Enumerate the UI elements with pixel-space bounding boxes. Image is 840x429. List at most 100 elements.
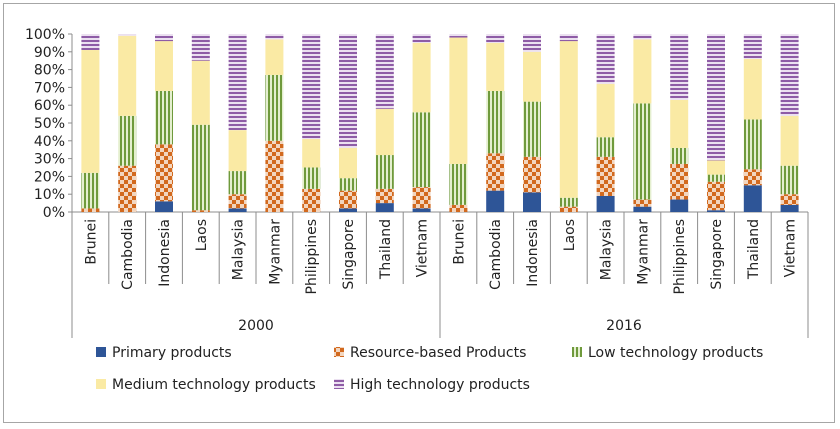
bar-medium-technology-products-2000-vietnam: [412, 42, 431, 113]
bar-medium-technology-products-2016-malaysia: [596, 83, 615, 138]
bar-resource-based-products-2016-myanmar: [633, 199, 652, 207]
category-label: Malaysia: [599, 219, 615, 280]
category-label: Vietnam: [783, 219, 799, 277]
legend-item-medium-technology-products: Medium technology products: [96, 377, 316, 393]
bar-resource-based-products-2016-philippines: [670, 163, 689, 200]
category-label: Myanmar: [635, 219, 651, 285]
bar-low-technology-products-2000-cambodia: [118, 115, 137, 166]
bar-medium-technology-products-2000-indonesia: [155, 41, 173, 91]
bar-high-technology-products-2016-thailand: [743, 34, 762, 59]
legend-swatch: [334, 379, 344, 389]
bar-resource-based-products-2016-malaysia: [596, 156, 615, 196]
legend-label: Low technology products: [588, 345, 763, 361]
bar-high-technology-products-2000-vietnam: [412, 34, 431, 43]
bar-high-technology-products-2000-indonesia: [155, 34, 173, 42]
bar-resource-based-products-2016-brunei: [449, 204, 468, 212]
category-label: Indonesia: [157, 219, 173, 287]
category-label: Cambodia: [120, 219, 136, 290]
bar-primary-products-2000-singapore: [339, 208, 357, 212]
bar-high-technology-products-2016-singapore: [707, 34, 725, 161]
bar-low-technology-products-2000-laos: [191, 124, 210, 211]
group-label: 2016: [606, 318, 642, 334]
legend-label: Primary products: [112, 345, 232, 361]
bar-low-technology-products-2000-singapore: [339, 178, 357, 191]
bar-resource-based-products-2000-singapore: [339, 190, 357, 209]
chart-bars: [81, 34, 799, 212]
bar-high-technology-products-2016-philippines: [670, 34, 689, 100]
bar-primary-products-2000-thailand: [375, 203, 394, 212]
bar-high-technology-products-2000-myanmar: [265, 34, 284, 40]
bar-resource-based-products-2016-laos: [559, 206, 578, 212]
legend-item-primary-products: Primary products: [96, 345, 232, 361]
legend-label: Medium technology products: [112, 377, 316, 393]
bar-high-technology-products-2000-brunei: [81, 34, 100, 51]
category-label: Singapore: [709, 219, 725, 290]
y-tick-label: 70%: [34, 80, 65, 96]
bar-high-technology-products-2016-brunei: [449, 34, 468, 38]
bar-low-technology-products-2000-myanmar: [265, 74, 284, 141]
bar-medium-technology-products-2000-laos: [191, 60, 210, 125]
bar-medium-technology-products-2000-singapore: [339, 147, 357, 179]
stacked-bar-chart: 0% 10% 20%30% 40% 50% 60% 70%80% 90% 100% Brunei…: [25, 27, 809, 393]
legend-label: High technology products: [350, 377, 530, 393]
bar-medium-technology-products-2000-cambodia: [118, 35, 137, 116]
bar-low-technology-products-2000-malaysia: [228, 171, 247, 195]
bar-high-technology-products-2000-singapore: [339, 34, 357, 148]
bar-medium-technology-products-2016-thailand: [743, 58, 762, 120]
bar-medium-technology-products-2016-philippines: [670, 99, 689, 148]
bar-primary-products-2016-thailand: [743, 185, 762, 212]
bar-high-technology-products-2000-cambodia: [118, 34, 137, 36]
category-label: Thailand: [378, 219, 394, 280]
bar-resource-based-products-2016-singapore: [707, 181, 725, 211]
bar-resource-based-products-2016-indonesia: [523, 156, 541, 193]
bar-resource-based-products-2016-cambodia: [486, 153, 505, 191]
bar-resource-based-products-2016-vietnam: [780, 194, 799, 205]
bar-high-technology-products-2000-malaysia: [228, 34, 247, 131]
bar-high-technology-products-2016-vietnam: [780, 34, 799, 116]
bar-resource-based-products-2000-thailand: [375, 188, 394, 204]
chart-legend: Primary products Resource-based Products L…: [96, 345, 763, 393]
legend-swatch: [96, 347, 106, 357]
bar-resource-based-products-2000-cambodia: [118, 165, 137, 212]
bar-primary-products-2016-singapore: [707, 210, 725, 212]
bar-high-technology-products-2000-philippines: [302, 34, 321, 140]
bar-low-technology-products-2016-laos: [559, 197, 578, 207]
category-label: Laos: [562, 219, 578, 251]
bar-resource-based-products-2000-indonesia: [155, 144, 173, 202]
category-label: Vietnam: [415, 219, 431, 277]
legend-swatch: [96, 379, 106, 389]
y-tick-label: 30%: [34, 152, 65, 168]
bar-primary-products-2016-malaysia: [596, 195, 615, 212]
legend-item-low-technology-products: Low technology products: [572, 345, 763, 361]
bar-medium-technology-products-2000-malaysia: [228, 130, 247, 172]
y-tick-label: 0%: [43, 205, 65, 221]
bar-low-technology-products-2016-brunei: [449, 163, 468, 205]
legend-item-high-technology-products: High technology products: [334, 377, 530, 393]
bar-medium-technology-products-2016-vietnam: [780, 115, 799, 166]
bar-medium-technology-products-2016-cambodia: [486, 42, 505, 91]
bar-resource-based-products-2000-laos: [191, 210, 210, 212]
y-tick-label: 40%: [34, 134, 65, 150]
bar-low-technology-products-2000-philippines: [302, 167, 321, 189]
y-tick-label: 20%: [34, 169, 65, 185]
bar-primary-products-2016-cambodia: [486, 190, 505, 212]
chart-frame: 0% 10% 20% 30% 40% 50% 60% 70% 80% 90% 100% Brunei…: [3, 3, 835, 423]
bar-low-technology-products-2016-philippines: [670, 147, 689, 164]
bar-low-technology-products-2016-malaysia: [596, 137, 615, 157]
bar-primary-products-2016-indonesia: [523, 192, 541, 212]
category-label: Indonesia: [525, 219, 541, 287]
category-label: Thailand: [746, 219, 762, 280]
y-tick-label: 60%: [34, 98, 65, 114]
category-label: Philippines: [304, 219, 320, 294]
bar-low-technology-products-2016-singapore: [707, 174, 725, 182]
bar-low-technology-products-2000-vietnam: [412, 112, 431, 188]
category-label: Laos: [194, 219, 210, 251]
bar-high-technology-products-2016-myanmar: [633, 34, 652, 40]
bar-resource-based-products-2000-myanmar: [265, 140, 284, 212]
legend-swatch: [334, 347, 344, 357]
bar-low-technology-products-2016-thailand: [743, 119, 762, 170]
bar-low-technology-products-2016-vietnam: [780, 165, 799, 195]
bar-primary-products-2000-indonesia: [155, 201, 173, 212]
bar-resource-based-products-2000-brunei: [81, 208, 100, 212]
legend-swatch: [572, 347, 582, 357]
